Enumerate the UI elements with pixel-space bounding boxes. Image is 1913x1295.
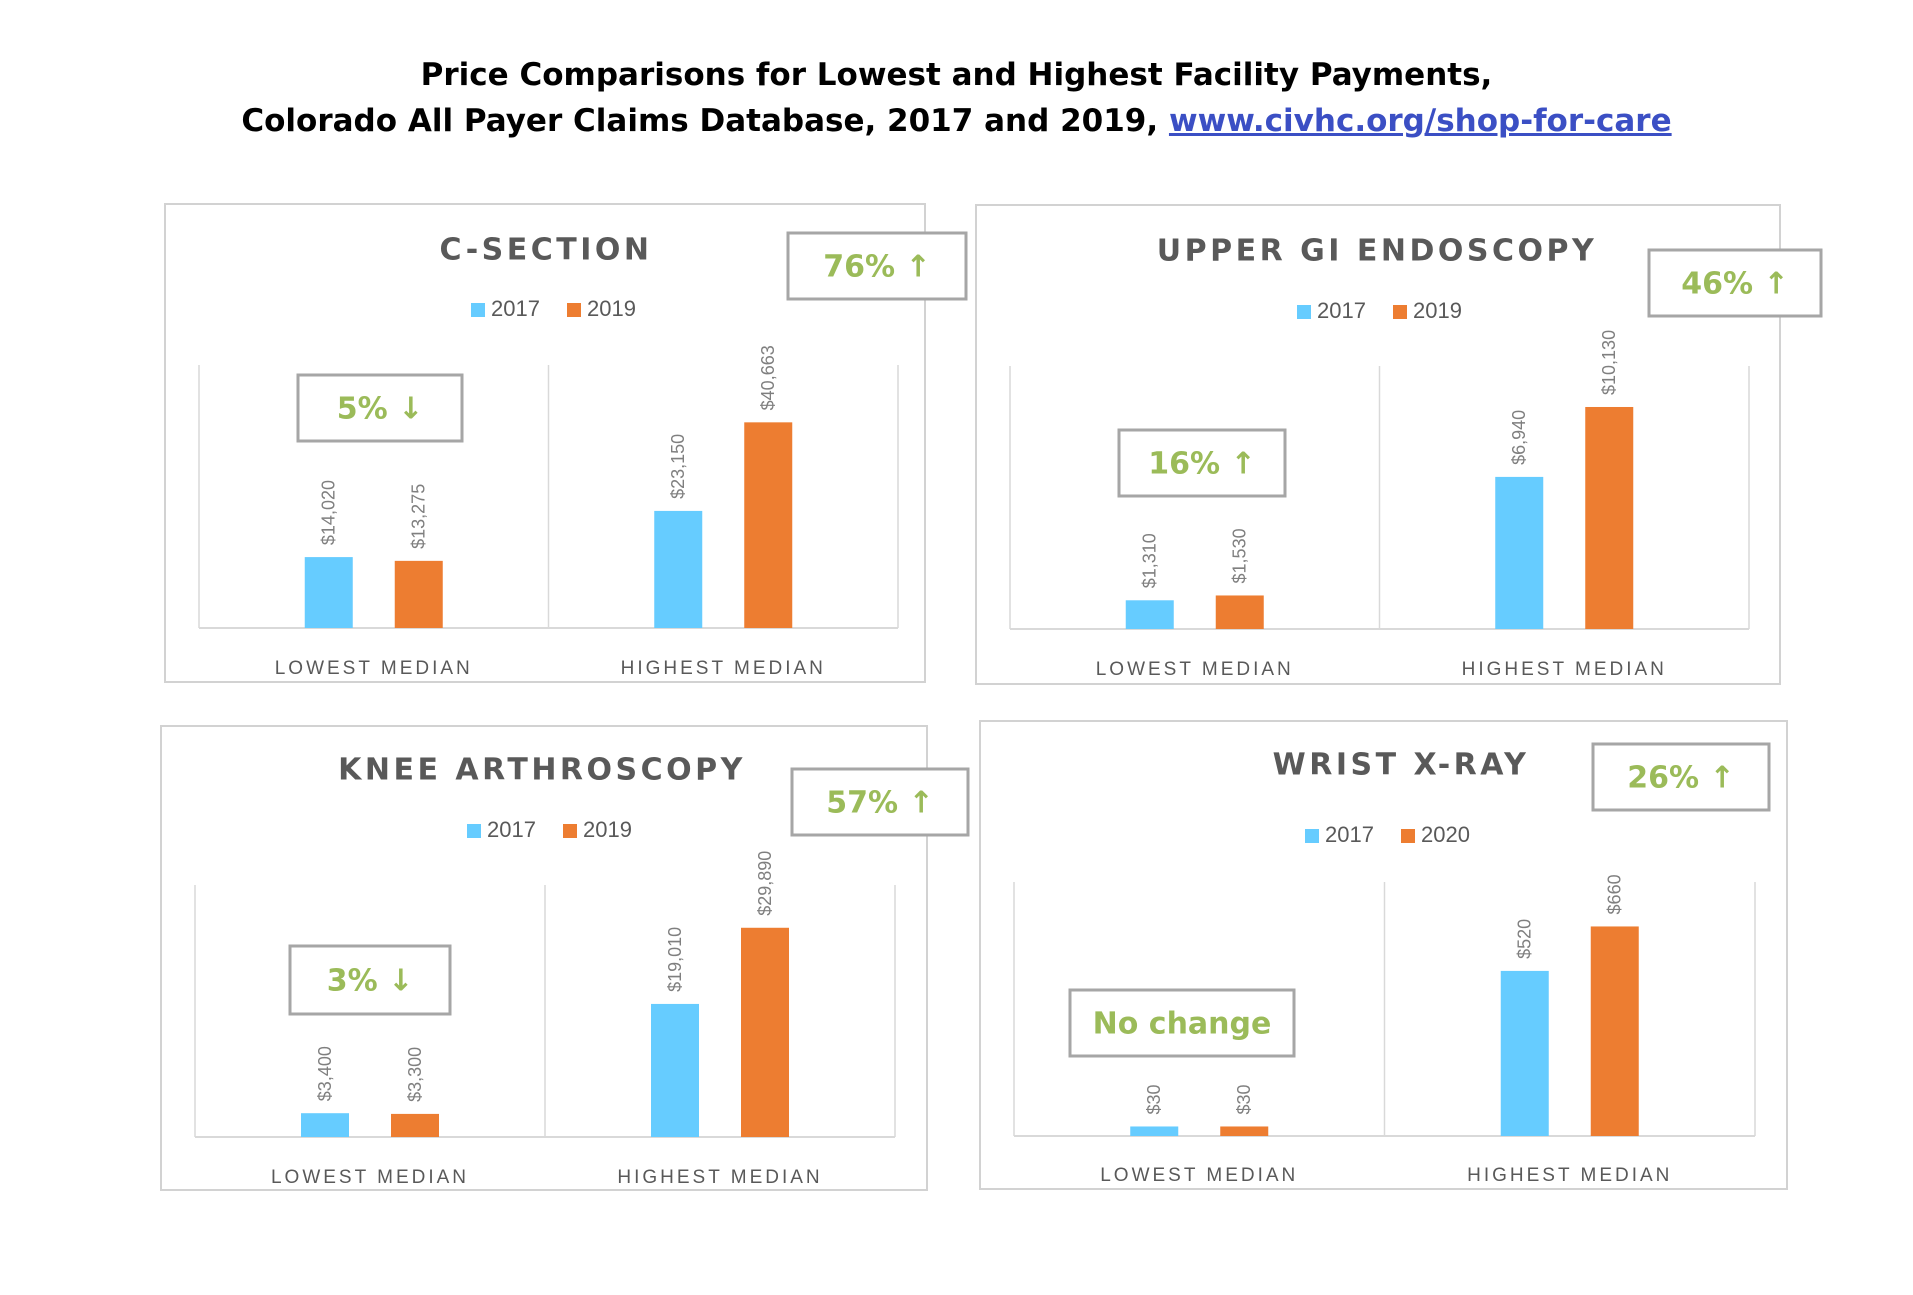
change-callout-text-lowest: 5% ↓ — [337, 392, 424, 427]
data-label-highest-median-2017: $520 — [1515, 919, 1535, 959]
data-label-lowest-median-2017: $30 — [1144, 1084, 1164, 1114]
change-callout-text-lowest: 3% ↓ — [327, 964, 414, 999]
data-label-lowest-median-2017: $14,020 — [319, 480, 339, 545]
bar-lowest-median-2017 — [1125, 600, 1174, 629]
change-callout-text-highest: 46% ↑ — [1681, 267, 1788, 302]
legend-label-2019: 2019 — [1413, 298, 1462, 323]
category-label-highest-median: HIGHEST MEDIAN — [1462, 659, 1667, 680]
change-callout-box-lowest — [1117, 428, 1287, 498]
bar-lowest-median-2019 — [1215, 595, 1264, 629]
legend-label-2019: 2019 — [583, 817, 632, 842]
data-label-highest-median-2019: $40,663 — [758, 345, 778, 410]
bar-lowest-median-2019 — [391, 1113, 439, 1137]
change-callout-text-lowest: No change — [1093, 1007, 1272, 1042]
bar-lowest-median-2017 — [304, 557, 353, 628]
data-label-lowest-median-2020: $30 — [1234, 1084, 1254, 1114]
change-callout-box-highest — [1647, 248, 1823, 318]
data-label-highest-median-2020: $660 — [1605, 874, 1625, 914]
chart-title: UPPER GI ENDOSCOPY — [1157, 234, 1597, 269]
legend-label-2017: 2017 — [1325, 822, 1374, 847]
category-label-lowest-median: LOWEST MEDIAN — [275, 658, 473, 679]
data-label-highest-median-2017: $6,940 — [1509, 410, 1529, 465]
legend-swatch-2019 — [1393, 305, 1407, 319]
bar-highest-median-2019 — [741, 927, 789, 1137]
legend-swatch-2017 — [471, 303, 485, 317]
change-callout-text-highest: 76% ↑ — [823, 250, 930, 285]
change-callout-text-lowest: 16% ↑ — [1148, 447, 1255, 482]
title-line-1: Price Comparisons for Lowest and Highest… — [420, 57, 1493, 93]
category-label-highest-median: HIGHEST MEDIAN — [617, 1167, 822, 1188]
bar-lowest-median-2019 — [394, 560, 443, 628]
category-label-lowest-median: LOWEST MEDIAN — [1096, 659, 1294, 680]
data-label-highest-median-2019: $29,890 — [755, 851, 775, 916]
category-label-lowest-median: LOWEST MEDIAN — [1100, 1165, 1298, 1186]
category-label-highest-median: HIGHEST MEDIAN — [621, 658, 826, 679]
chart-svg-wrist-x-ray: WRIST X-RAY 2017 2020 $30 $30 LOWEST MEDIAN $5… — [1013, 742, 1771, 1186]
title-line-2: Colorado All Payer Claims Database, 2017… — [0, 98, 1913, 144]
legend-label-2019: 2019 — [587, 296, 636, 321]
data-label-lowest-median-2019: $13,275 — [409, 484, 429, 549]
chart-title: WRIST X-RAY — [1273, 748, 1530, 783]
legend-label-2017: 2017 — [1317, 298, 1366, 323]
change-callout-box-lowest — [296, 373, 464, 443]
data-label-lowest-median-2019: $1,530 — [1230, 528, 1250, 583]
data-label-highest-median-2017: $23,150 — [668, 434, 688, 499]
bar-lowest-median-2017 — [1130, 1126, 1179, 1136]
change-callout-box-highest — [1591, 742, 1771, 812]
legend-swatch-2019 — [567, 303, 581, 317]
legend-swatch-2017 — [1305, 829, 1319, 843]
change-callout-box-highest — [790, 767, 970, 837]
chart-svg-upper-gi-endoscopy: UPPER GI ENDOSCOPY 2017 2019 $1,310 $1,530 LO… — [1009, 234, 1823, 680]
chart-svg-c-section: C-SECTION 2017 2019 $14,020 $13,275 LOWEST ME… — [198, 231, 968, 679]
bar-highest-median-2017 — [1495, 476, 1544, 629]
source-link[interactable]: www.civhc.org/shop-for-care — [1168, 103, 1672, 139]
bar-highest-median-2017 — [1500, 970, 1549, 1136]
chart-svg-knee-arthroscopy: KNEE ARTHROSCOPY 2017 2019 $3,400 $3,300 LOWE… — [194, 753, 970, 1188]
data-label-lowest-median-2017: $3,400 — [315, 1046, 335, 1101]
bar-highest-median-2020 — [1590, 926, 1639, 1136]
chart-panel-c-section: C-SECTION 2017 2019 $14,020 $13,275 LOWEST ME… — [164, 203, 968, 683]
bar-highest-median-2019 — [744, 422, 793, 628]
change-callout-box-highest — [786, 231, 968, 301]
legend-swatch-2017 — [467, 824, 481, 838]
page-title: Price Comparisons for Lowest and Highest… — [0, 52, 1913, 144]
legend-label-2017: 2017 — [491, 296, 540, 321]
bar-highest-median-2019 — [1585, 406, 1634, 629]
bar-lowest-median-2017 — [301, 1113, 349, 1137]
chart-panel-knee-arthroscopy: KNEE ARTHROSCOPY 2017 2019 $3,400 $3,300 LOWE… — [160, 725, 970, 1191]
data-label-lowest-median-2019: $3,300 — [405, 1047, 425, 1102]
data-label-highest-median-2019: $10,130 — [1599, 330, 1619, 395]
legend-label-2017: 2017 — [487, 817, 536, 842]
chart-title: C-SECTION — [439, 233, 652, 268]
data-label-highest-median-2017: $19,010 — [665, 927, 685, 992]
bar-lowest-median-2020 — [1220, 1126, 1269, 1136]
bar-highest-median-2017 — [651, 1003, 699, 1137]
change-callout-text-highest: 26% ↑ — [1627, 761, 1734, 796]
category-label-lowest-median: LOWEST MEDIAN — [271, 1167, 469, 1188]
data-label-lowest-median-2017: $1,310 — [1140, 533, 1160, 588]
legend-swatch-2017 — [1297, 305, 1311, 319]
chart-panel-upper-gi-endoscopy: UPPER GI ENDOSCOPY 2017 2019 $1,310 $1,530 LO… — [975, 204, 1823, 685]
bar-highest-median-2017 — [654, 510, 703, 628]
change-callout-box-lowest — [1068, 988, 1296, 1058]
legend-swatch-2019 — [563, 824, 577, 838]
category-label-highest-median: HIGHEST MEDIAN — [1467, 1165, 1672, 1186]
legend-swatch-2020 — [1401, 829, 1415, 843]
change-callout-text-highest: 57% ↑ — [826, 786, 933, 821]
title-line-2-text: Colorado All Payer Claims Database, 2017… — [241, 103, 1159, 139]
change-callout-box-lowest — [288, 944, 452, 1016]
chart-panel-wrist-x-ray: WRIST X-RAY 2017 2020 $30 $30 LOWEST MEDIAN $5… — [979, 720, 1788, 1190]
chart-title: KNEE ARTHROSCOPY — [338, 753, 746, 788]
legend-label-2020: 2020 — [1421, 822, 1470, 847]
